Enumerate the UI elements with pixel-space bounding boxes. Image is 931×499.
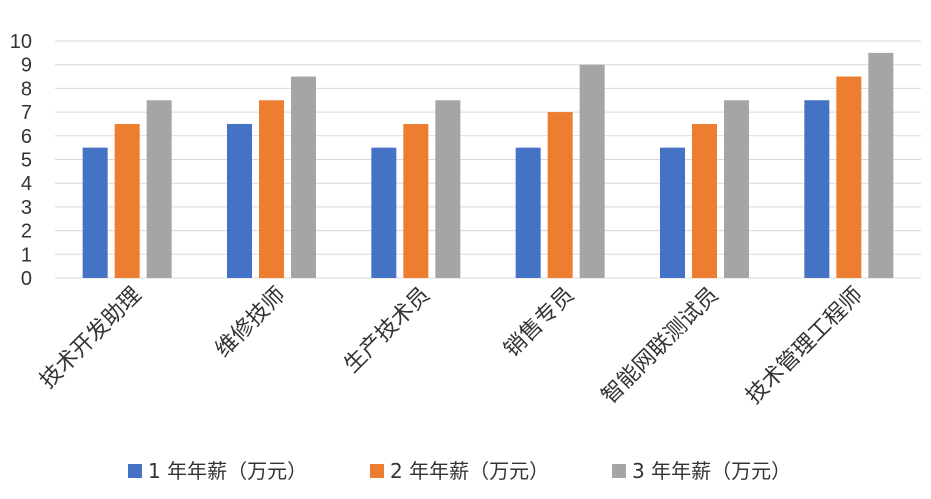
x-category-label: 销售专员: [499, 283, 579, 363]
y-tick-label: 7: [21, 102, 32, 124]
y-tick-label: 4: [21, 173, 32, 195]
y-tick-label: 9: [21, 55, 32, 77]
bar-series-1-5: [804, 100, 830, 278]
bar-series-3-1: [291, 76, 316, 278]
x-category-label: 技术开发助理: [35, 283, 146, 394]
bar-series-3-0: [146, 100, 172, 278]
bar-series-3-3: [579, 64, 605, 278]
legend-swatch-2: [370, 464, 384, 478]
y-tick-label: 5: [21, 150, 32, 172]
legend-label-3: 3 年年薪（万元）: [632, 459, 791, 483]
x-category-label: 生产技术员: [340, 283, 435, 378]
gridlines: [55, 40, 921, 279]
y-tick-label: 0: [21, 268, 32, 290]
y-tick-label: 2: [21, 221, 32, 243]
x-axis-category-labels: 技术开发助理 维修技师 生产技术员 销售专员 智能网联测试员 技术管理工程师: [35, 283, 868, 410]
bar-series-1-1: [227, 123, 252, 278]
bar-series-1-0: [82, 147, 108, 278]
bar-series-2-0: [114, 123, 140, 278]
bar-series-2-2: [403, 123, 429, 278]
bar-series-2-1: [259, 100, 284, 278]
bar-series-3-2: [435, 100, 461, 278]
bar-series-1-3: [515, 147, 541, 278]
bar-series-1-4: [660, 147, 685, 278]
legend-swatch-3: [612, 464, 626, 478]
bar-series-2-4: [692, 123, 717, 278]
y-tick-label: 3: [21, 197, 32, 219]
x-category-label: 技术管理工程师: [741, 283, 868, 410]
bar-series-2-5: [836, 76, 862, 278]
bar-series-2-3: [547, 112, 573, 278]
legend-label-1: 1 年年薪（万元）: [148, 459, 307, 483]
legend-label-2: 2 年年薪（万元）: [390, 459, 549, 483]
legend-swatch-1: [128, 464, 142, 478]
y-tick-label: 8: [21, 78, 32, 100]
bar-series-3-4: [724, 100, 749, 278]
bars: [82, 52, 894, 278]
y-tick-label: 6: [21, 126, 32, 148]
bar-series-1-2: [371, 147, 397, 278]
y-tick-label: 10: [10, 31, 32, 53]
x-category-label: 维修技师: [211, 283, 291, 363]
y-tick-label: 1: [21, 244, 32, 266]
x-category-label: 智能网联测试员: [597, 283, 724, 410]
bar-series-3-5: [868, 52, 894, 278]
legend: 1 年年薪（万元） 2 年年薪（万元） 3 年年薪（万元）: [128, 459, 791, 483]
